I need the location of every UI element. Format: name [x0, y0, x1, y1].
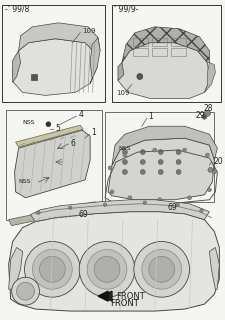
Text: NSS: NSS [117, 146, 130, 151]
Polygon shape [117, 43, 209, 98]
Text: FRONT: FRONT [115, 292, 144, 301]
Polygon shape [9, 247, 22, 289]
Text: ' 99/9-: ' 99/9- [113, 4, 138, 13]
Circle shape [204, 110, 209, 116]
Circle shape [87, 250, 126, 289]
Circle shape [103, 203, 106, 206]
Circle shape [141, 250, 181, 289]
Text: 4: 4 [78, 110, 83, 119]
Text: 1: 1 [147, 112, 152, 121]
Circle shape [199, 209, 202, 212]
Text: FRONT: FRONT [110, 299, 138, 308]
Circle shape [158, 149, 162, 155]
Text: 69: 69 [78, 210, 88, 219]
Polygon shape [100, 291, 112, 301]
Circle shape [158, 170, 162, 174]
Polygon shape [30, 200, 209, 222]
Bar [170, 38, 185, 46]
Polygon shape [98, 291, 108, 301]
Circle shape [148, 256, 174, 282]
Circle shape [11, 277, 39, 305]
Circle shape [175, 203, 179, 206]
Polygon shape [209, 247, 218, 289]
Circle shape [142, 201, 146, 204]
Polygon shape [9, 212, 218, 311]
Text: 1: 1 [91, 128, 95, 137]
Bar [2, 5, 105, 102]
Circle shape [157, 198, 161, 202]
Bar [132, 38, 147, 46]
Bar [6, 110, 102, 220]
Polygon shape [9, 202, 98, 226]
Polygon shape [117, 63, 123, 81]
Circle shape [175, 149, 180, 155]
Bar [105, 112, 214, 202]
Text: -' 99/8: -' 99/8 [5, 4, 29, 13]
Polygon shape [13, 51, 20, 83]
Circle shape [175, 170, 180, 174]
Circle shape [187, 196, 191, 200]
Circle shape [32, 250, 72, 289]
Circle shape [133, 242, 189, 297]
Circle shape [46, 122, 51, 127]
Circle shape [122, 153, 126, 157]
Polygon shape [18, 23, 100, 53]
Circle shape [136, 74, 142, 79]
Polygon shape [112, 126, 216, 165]
Circle shape [94, 256, 119, 282]
Circle shape [108, 166, 112, 170]
Circle shape [158, 159, 162, 164]
Circle shape [16, 282, 34, 300]
Text: 6: 6 [70, 139, 75, 148]
Polygon shape [90, 38, 100, 84]
Text: 109: 109 [115, 91, 129, 96]
Circle shape [207, 188, 210, 192]
Bar [170, 48, 185, 56]
Circle shape [152, 148, 156, 152]
Bar [151, 38, 166, 46]
Circle shape [122, 159, 127, 164]
Circle shape [212, 170, 215, 174]
Text: 28: 28 [202, 104, 212, 113]
Circle shape [140, 170, 145, 174]
Text: 5: 5 [55, 124, 60, 133]
Circle shape [127, 196, 131, 200]
Text: NSS: NSS [18, 180, 31, 184]
Bar [151, 48, 166, 56]
Bar [112, 5, 220, 102]
Circle shape [122, 170, 127, 174]
Text: 69: 69 [167, 203, 177, 212]
Text: NSS: NSS [22, 120, 35, 125]
Polygon shape [204, 63, 214, 92]
Circle shape [110, 190, 113, 194]
Polygon shape [122, 27, 209, 63]
Bar [132, 48, 147, 56]
Circle shape [140, 159, 145, 164]
Circle shape [182, 148, 186, 152]
Circle shape [79, 242, 134, 297]
Circle shape [140, 149, 145, 155]
Circle shape [122, 149, 127, 155]
Bar [30, 74, 37, 81]
Polygon shape [15, 130, 90, 198]
Circle shape [205, 153, 209, 157]
Circle shape [36, 211, 40, 214]
Text: 20: 20 [212, 157, 222, 166]
Circle shape [207, 167, 212, 172]
Text: 29: 29 [195, 111, 204, 120]
Circle shape [202, 115, 205, 119]
Circle shape [68, 206, 72, 210]
Circle shape [39, 256, 65, 282]
Text: 109: 109 [82, 28, 95, 34]
Polygon shape [108, 138, 214, 200]
Circle shape [175, 159, 180, 164]
Polygon shape [13, 39, 97, 95]
Circle shape [25, 242, 80, 297]
Polygon shape [16, 125, 83, 147]
